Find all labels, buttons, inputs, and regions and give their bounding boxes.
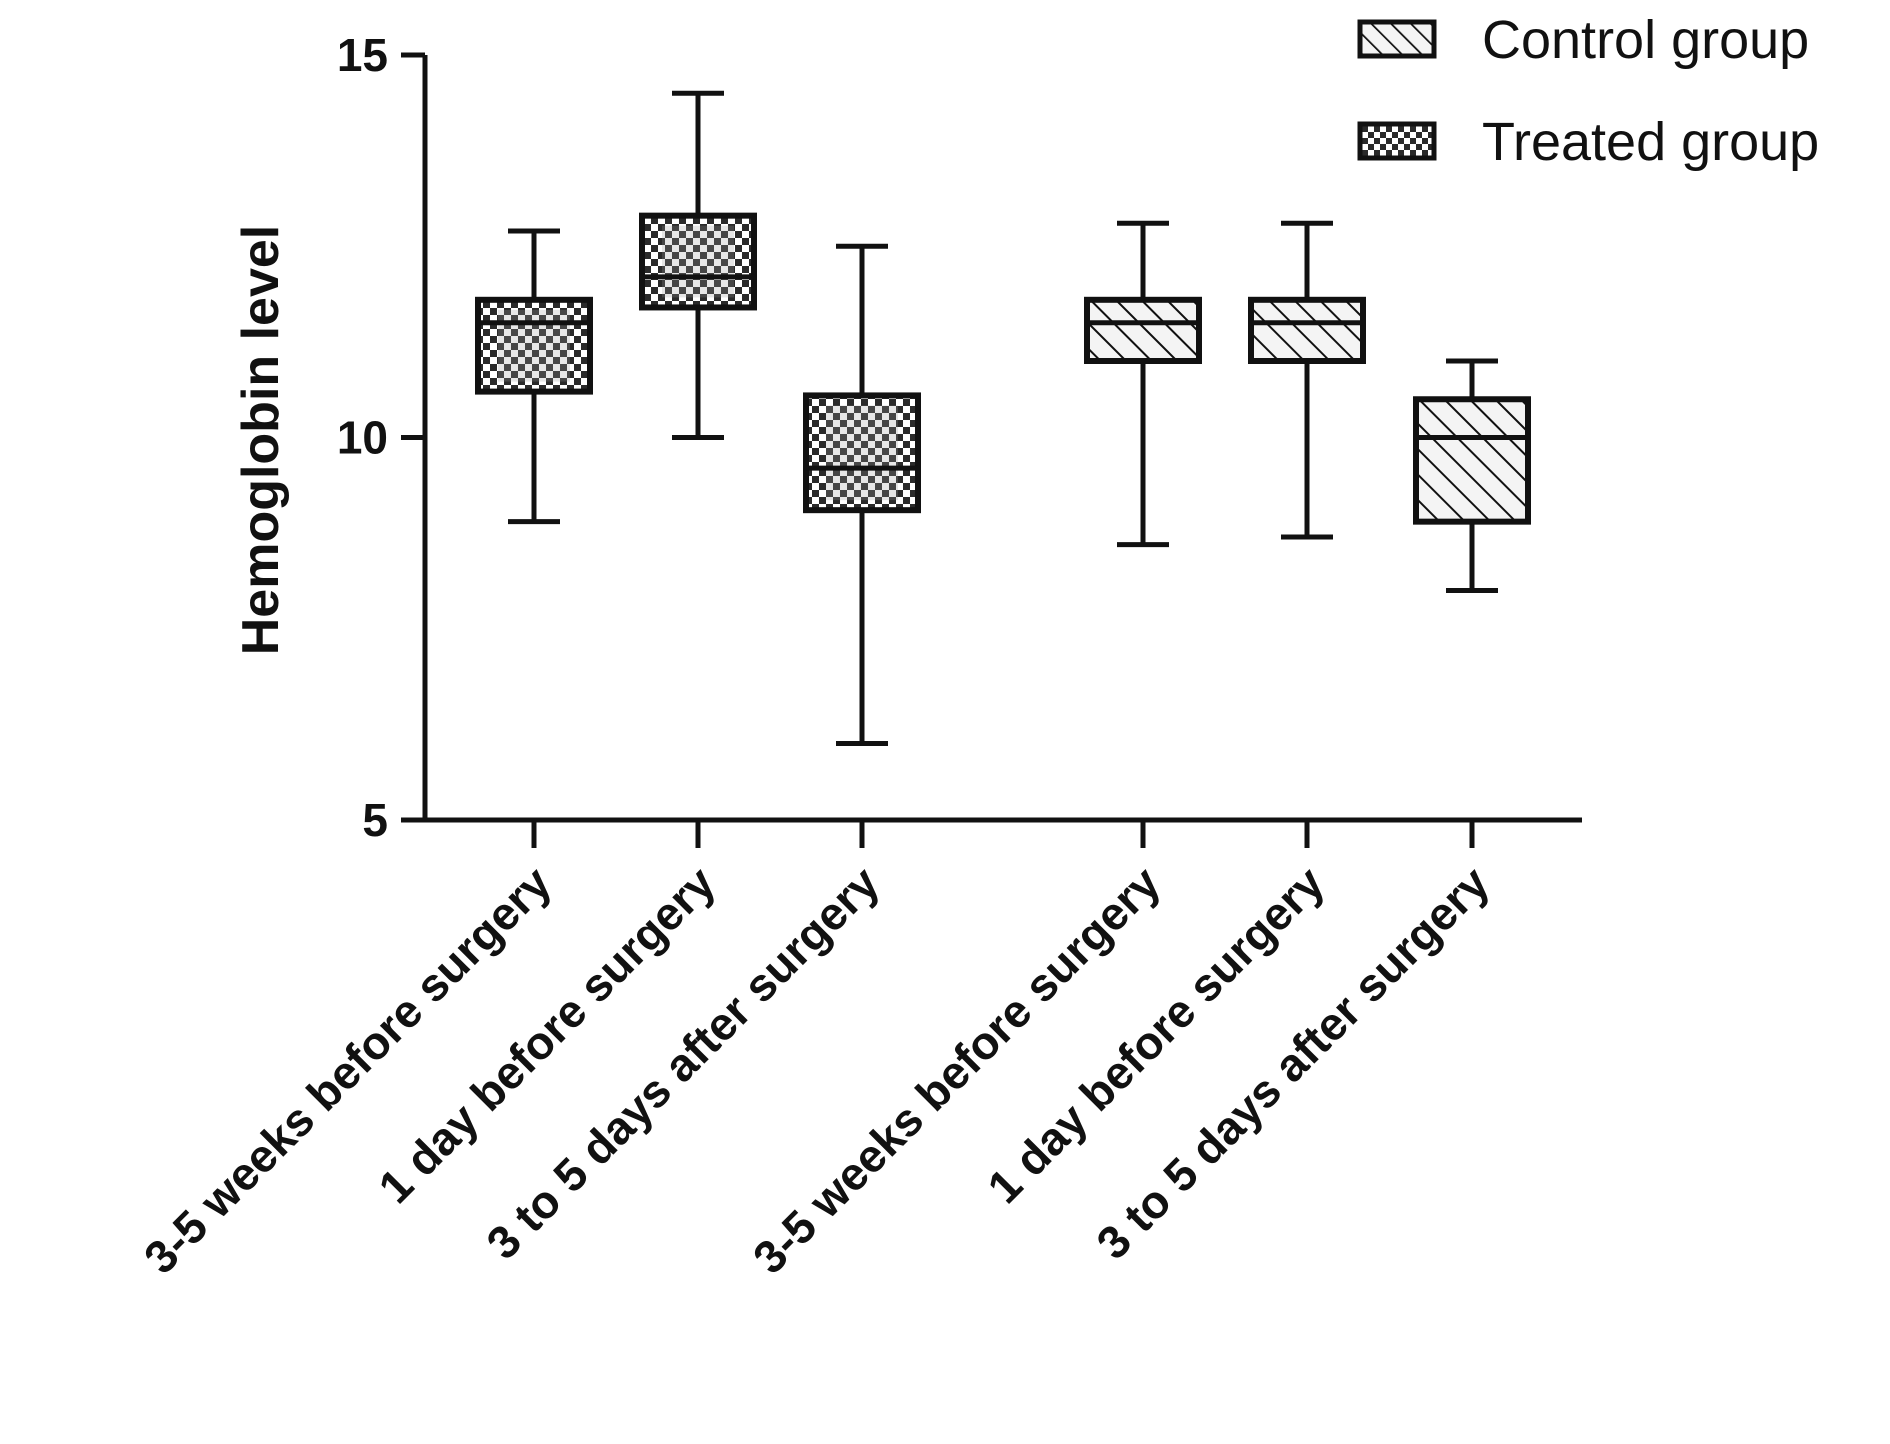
x-tick-label: 1 day before surgery — [977, 856, 1334, 1213]
box-iqr — [803, 392, 921, 514]
box-shade — [826, 405, 898, 501]
box-control-3 — [1413, 358, 1531, 593]
box-series — [475, 90, 1531, 746]
box-treated-2 — [639, 90, 757, 440]
legend: Control group Treated group — [1357, 10, 1819, 172]
legend-swatch-treated — [1357, 121, 1437, 161]
box-shade — [662, 225, 734, 298]
x-tick-label: 1 day before surgery — [368, 856, 725, 1213]
box-treated-1 — [475, 228, 593, 525]
box-iqr — [1084, 296, 1202, 364]
y-tick-label: 10 — [337, 412, 388, 464]
y-axis-ticks: 5 10 15 — [337, 29, 425, 846]
box-iqr — [1413, 396, 1531, 525]
box-treated-3 — [803, 243, 921, 746]
legend-label-treated: Treated group — [1482, 112, 1819, 172]
y-axis-title: Hemoglobin level — [232, 225, 290, 656]
y-tick-label: 5 — [362, 794, 388, 846]
x-axis-ticks — [531, 820, 1475, 848]
box-control-2 — [1248, 220, 1366, 540]
y-tick-label: 15 — [337, 29, 388, 81]
legend-label-control: Control group — [1482, 10, 1809, 70]
box-iqr — [1248, 296, 1366, 364]
box-control-1 — [1084, 220, 1202, 548]
legend-swatch-control — [1357, 19, 1437, 59]
box-iqr — [639, 212, 757, 311]
box-iqr — [475, 296, 593, 395]
